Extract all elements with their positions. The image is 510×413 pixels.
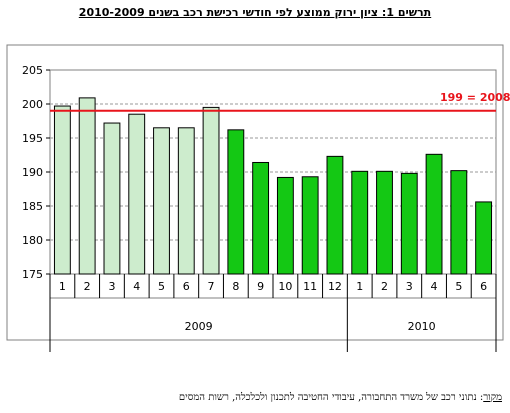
- bar: [153, 127, 170, 275]
- source-label: מקור: [483, 392, 502, 403]
- x-tick-label: 7: [208, 280, 215, 293]
- x-tick-label: 6: [183, 280, 190, 293]
- x-tick-label: 5: [158, 280, 165, 293]
- bar: [326, 155, 344, 275]
- x-tick-label: 10: [278, 280, 292, 293]
- x-tick-label: 2: [84, 280, 91, 293]
- bar: [103, 122, 121, 275]
- x-tick-label: 5: [455, 280, 462, 293]
- y-tick-label: 185: [22, 200, 43, 213]
- bar: [252, 161, 270, 275]
- x-tick-label: 11: [303, 280, 317, 293]
- x-tick-label: 12: [328, 280, 342, 293]
- x-tick-label: 4: [431, 280, 438, 293]
- y-tick-label: 205: [22, 64, 43, 77]
- y-tick-label: 195: [22, 132, 43, 145]
- bar: [425, 153, 443, 275]
- source-note: מקור: נתוני רכב של משרד התחבורה, עיבודי …: [179, 392, 502, 403]
- bar: [128, 113, 146, 275]
- bar: [351, 170, 369, 275]
- x-tick-label: 3: [108, 280, 115, 293]
- bar: [276, 176, 294, 275]
- bar: [202, 106, 220, 275]
- source-text: : נתוני רכב של משרד התחבורה, עיבודי החטי…: [178, 392, 484, 403]
- chart-title: תרשים 1: ציון ירוק ממוצע לפי חודשי רכישת…: [78, 6, 432, 19]
- y-tick-label: 200: [22, 98, 43, 111]
- y-tick-label: 175: [22, 268, 43, 281]
- x-tick-label: 6: [480, 280, 487, 293]
- bar: [301, 176, 319, 275]
- x-tick-label: 1: [59, 280, 66, 293]
- bar: [78, 97, 96, 275]
- x-tick-label: 3: [406, 280, 413, 293]
- reference-line-label: ציון הממוצע 2008 = 199: [440, 91, 510, 104]
- bar: [400, 172, 418, 275]
- x-tick-label: 8: [232, 280, 239, 293]
- year-label: 2010: [408, 320, 436, 333]
- x-tick-label: 9: [257, 280, 264, 293]
- bar: [177, 127, 195, 275]
- year-label: 2009: [185, 320, 213, 333]
- y-tick-label: 190: [22, 166, 43, 179]
- bar: [227, 129, 245, 275]
- x-tick-label: 4: [133, 280, 140, 293]
- x-tick-label: 1: [356, 280, 363, 293]
- bar: [376, 170, 393, 275]
- x-tick-label: 2: [381, 280, 388, 293]
- bar: [475, 201, 493, 275]
- bar: [53, 105, 71, 275]
- bar: [450, 170, 468, 275]
- y-tick-label: 180: [22, 234, 43, 247]
